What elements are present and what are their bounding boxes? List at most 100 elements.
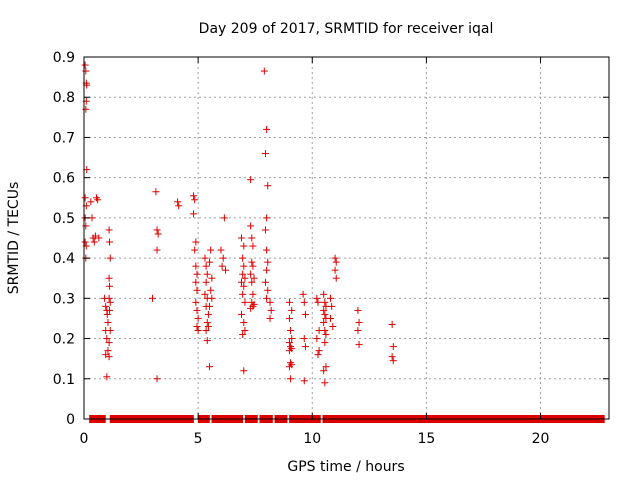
data-point xyxy=(106,282,114,290)
data-point xyxy=(267,306,275,314)
data-point xyxy=(249,290,257,298)
data-point xyxy=(329,322,337,330)
data-point xyxy=(389,343,397,351)
data-point xyxy=(81,194,89,202)
data-point xyxy=(248,234,256,242)
data-point xyxy=(321,327,329,335)
data-point xyxy=(174,198,182,206)
data-point xyxy=(191,196,199,204)
data-point xyxy=(106,306,114,314)
data-point xyxy=(201,290,209,298)
data-point xyxy=(266,314,274,322)
x-tick-label: 10 xyxy=(303,431,321,447)
data-point xyxy=(264,258,272,266)
data-point xyxy=(241,298,249,306)
data-point xyxy=(106,298,114,306)
data-point xyxy=(194,314,202,322)
grid-lines xyxy=(84,57,609,419)
data-point xyxy=(241,327,249,335)
data-point xyxy=(327,294,335,302)
data-point xyxy=(285,339,293,347)
data-point xyxy=(355,318,363,326)
data-point xyxy=(153,375,161,383)
data-point xyxy=(206,258,214,266)
data-point xyxy=(239,254,247,262)
data-point xyxy=(249,242,257,250)
data-point xyxy=(222,266,230,274)
data-point xyxy=(154,230,162,238)
data-point xyxy=(239,270,247,278)
data-point xyxy=(266,298,274,306)
data-point xyxy=(82,67,90,75)
data-point xyxy=(320,318,328,326)
data-point xyxy=(261,226,269,234)
data-point xyxy=(263,246,271,254)
data-point xyxy=(354,327,362,335)
data-point xyxy=(247,176,255,184)
data-point xyxy=(82,222,90,230)
data-point xyxy=(261,150,269,158)
data-point xyxy=(104,318,112,326)
data-point xyxy=(287,327,295,335)
data-point xyxy=(248,278,256,286)
data-point xyxy=(105,353,113,361)
data-point xyxy=(389,357,397,365)
y-tick-label: 0.8 xyxy=(53,90,75,106)
data-point xyxy=(315,347,323,355)
data-point xyxy=(238,278,245,286)
data-point xyxy=(301,343,309,351)
data-point xyxy=(261,278,269,286)
data-point xyxy=(208,274,216,282)
data-point xyxy=(175,202,183,210)
data-point xyxy=(249,262,257,270)
data-point xyxy=(288,306,296,314)
data-point xyxy=(354,306,362,314)
data-point xyxy=(106,327,114,335)
x-tick-label: 20 xyxy=(532,431,550,447)
x-tick-label: 15 xyxy=(417,431,435,447)
data-point xyxy=(240,262,248,270)
data-point xyxy=(191,246,199,254)
data-point xyxy=(202,327,210,335)
chart-title: Day 209 of 2017, SRMTID for receiver iqa… xyxy=(199,21,494,37)
data-point xyxy=(218,262,226,270)
data-point xyxy=(203,270,211,278)
y-axis-label: SRMTID / TECUs xyxy=(6,182,22,295)
data-point xyxy=(288,335,296,343)
data-point xyxy=(241,274,249,282)
plot-frame xyxy=(83,56,610,420)
data-point xyxy=(95,234,103,242)
data-point xyxy=(153,226,161,234)
data-point xyxy=(331,266,339,274)
data-point xyxy=(103,335,111,343)
y-tick-label: 0.5 xyxy=(53,211,75,227)
data-point xyxy=(331,254,339,262)
data-point xyxy=(247,304,255,312)
data-point xyxy=(313,294,321,302)
data-point xyxy=(81,61,89,69)
data-point xyxy=(260,67,268,75)
y-tick-label: 0.2 xyxy=(53,332,75,348)
data-point xyxy=(328,302,336,310)
data-point xyxy=(239,290,247,298)
data-point xyxy=(264,286,272,294)
data-point xyxy=(204,322,212,330)
data-point xyxy=(327,314,335,322)
data-point xyxy=(388,353,396,361)
data-point xyxy=(203,337,211,345)
x-axis-label: GPS time / hours xyxy=(287,459,404,475)
axis-ticks: 0 0.1 0.2 0.3 0.4 0.5 0.6 0.7 0.8 0.9 0 5 10 15 20 xyxy=(53,50,609,447)
data-point xyxy=(106,254,114,262)
data-point xyxy=(192,298,200,306)
data-point xyxy=(300,298,308,306)
data-point xyxy=(190,192,198,200)
data-point xyxy=(104,347,112,355)
data-point xyxy=(192,278,200,286)
data-point xyxy=(264,182,272,190)
data-point xyxy=(240,242,248,250)
data-point xyxy=(103,373,111,381)
data-point xyxy=(153,246,161,254)
data-point xyxy=(248,258,256,266)
data-point xyxy=(193,270,201,278)
